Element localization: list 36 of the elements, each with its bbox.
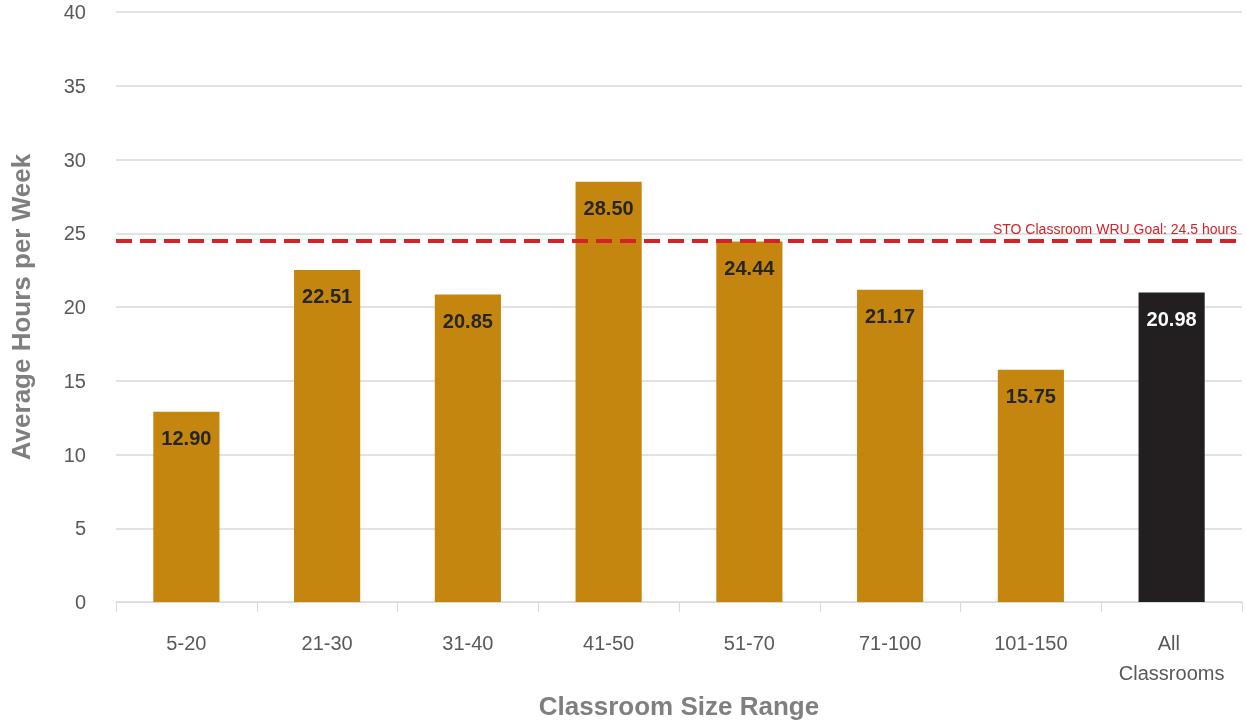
x-tick-label: 71-100 bbox=[858, 632, 922, 655]
x-tick-label: 31-40 bbox=[442, 632, 494, 655]
bar bbox=[294, 270, 361, 603]
bar bbox=[575, 181, 642, 603]
x-tick-label: 21-30 bbox=[301, 632, 353, 655]
bar bbox=[857, 289, 924, 603]
data-label: 22.51 bbox=[302, 285, 353, 308]
bar bbox=[1138, 292, 1205, 603]
data-label: 28.50 bbox=[583, 196, 634, 219]
data-label: 21.17 bbox=[865, 304, 916, 327]
y-tick-label: 35 bbox=[63, 74, 86, 97]
data-label: 12.90 bbox=[161, 426, 212, 449]
x-tick-label: 101-150 bbox=[994, 632, 1068, 655]
bar bbox=[997, 369, 1064, 603]
bar bbox=[153, 411, 220, 603]
x-tick-label: 41-50 bbox=[583, 632, 635, 655]
bar bbox=[434, 294, 501, 603]
x-axis-title: Classroom Size Range bbox=[538, 691, 820, 721]
y-tick-label: 20 bbox=[63, 296, 86, 319]
x-tick-label: All Classrooms bbox=[1118, 632, 1225, 685]
y-tick-label: 5 bbox=[74, 517, 86, 540]
data-label: 20.98 bbox=[1146, 307, 1197, 330]
ref-line-label: STO Classroom WRU Goal: 24.5 hours bbox=[992, 220, 1237, 237]
x-tick-label: 51-70 bbox=[723, 632, 775, 655]
y-tick-label: 10 bbox=[63, 443, 86, 466]
y-tick-label: 25 bbox=[63, 222, 86, 245]
bar bbox=[716, 241, 783, 603]
data-label: 24.44 bbox=[724, 256, 776, 279]
data-label: 15.75 bbox=[1005, 384, 1056, 407]
y-axis-title: Average Hours per Week bbox=[6, 153, 36, 461]
x-tick-label: 5-20 bbox=[166, 632, 207, 655]
y-tick-label: 15 bbox=[63, 369, 86, 392]
y-tick-label: 30 bbox=[63, 148, 86, 171]
y-tick-label: 40 bbox=[63, 1, 86, 23]
y-tick-label: 0 bbox=[74, 591, 86, 614]
data-label: 20.85 bbox=[442, 309, 493, 332]
